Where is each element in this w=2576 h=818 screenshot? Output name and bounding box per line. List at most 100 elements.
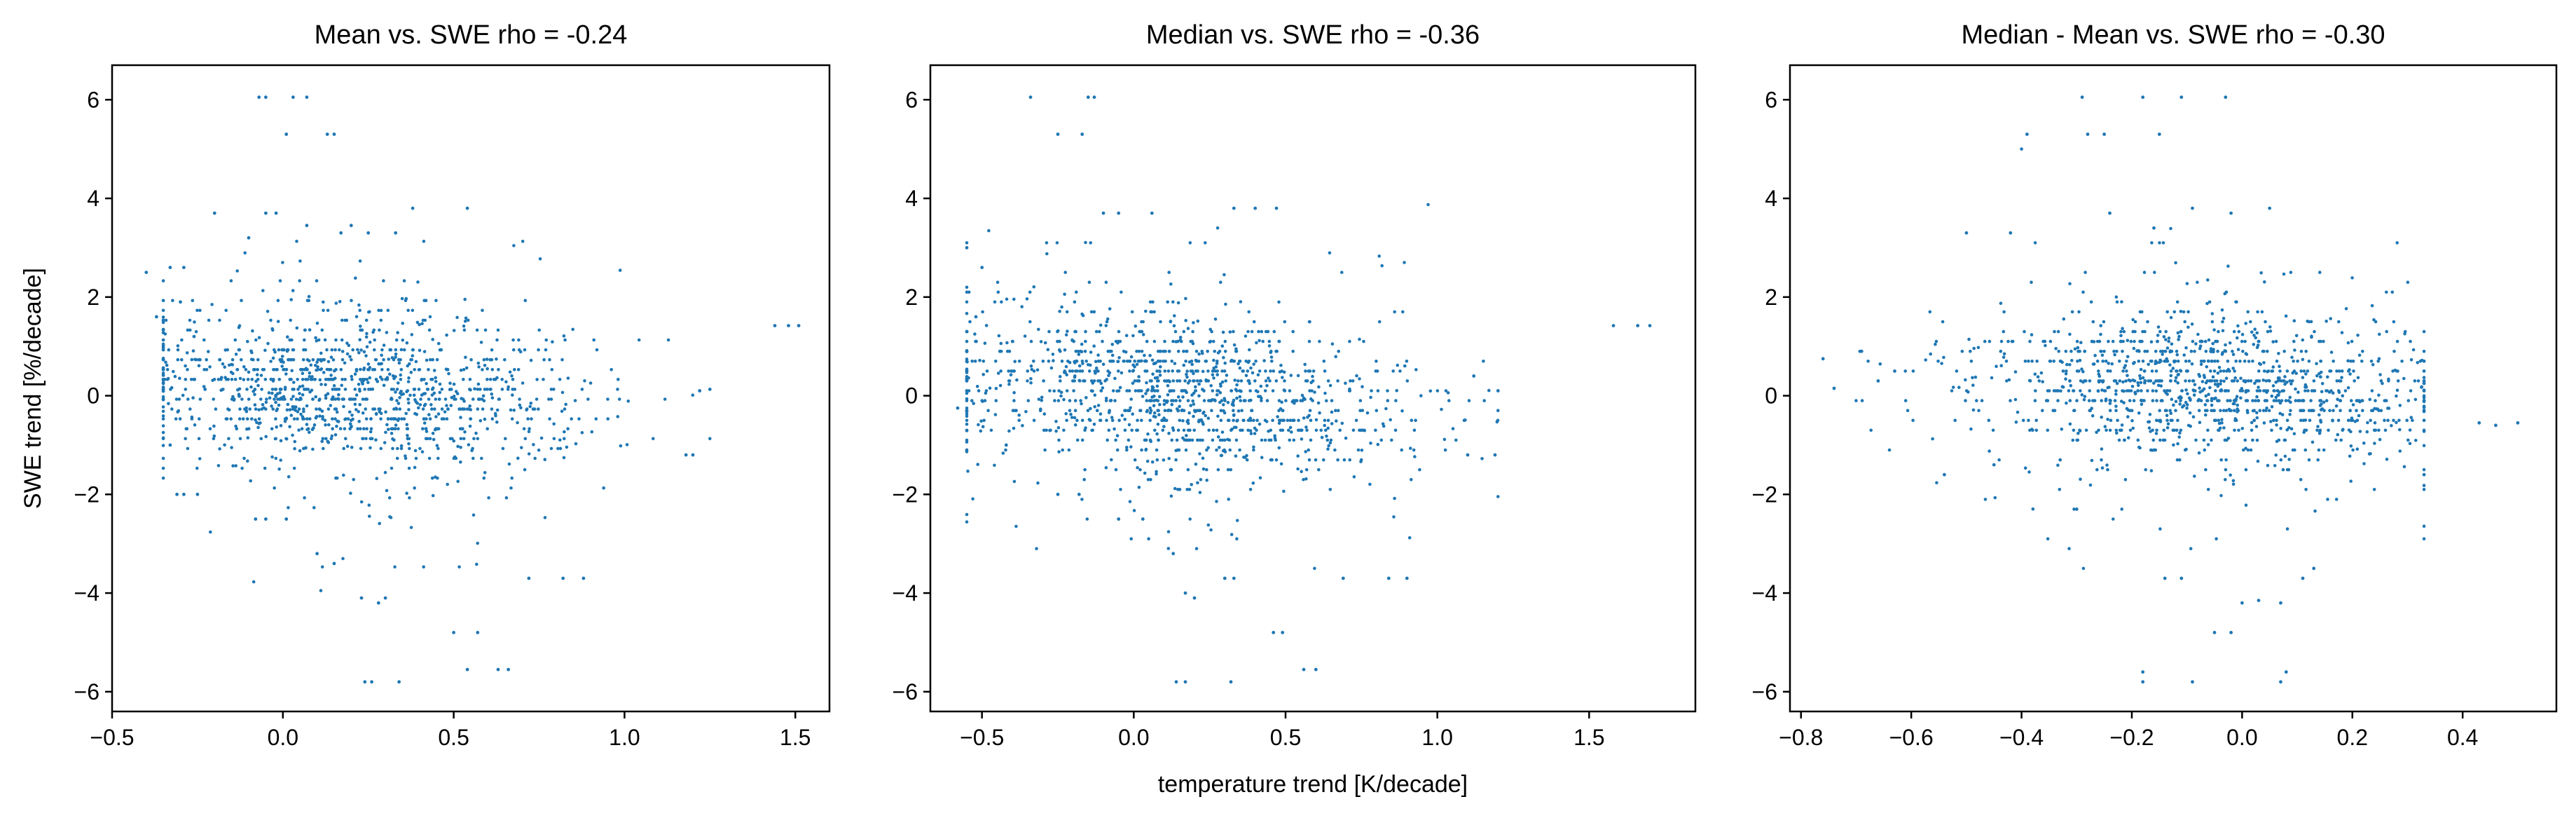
data-point (197, 437, 201, 441)
data-point (2183, 320, 2186, 324)
y-tick-label: 4 (87, 186, 99, 211)
data-point (2327, 390, 2332, 394)
data-point (510, 476, 514, 480)
data-point (528, 404, 532, 409)
data-point (2016, 410, 2020, 414)
data-point (1414, 368, 1418, 371)
data-point (2184, 400, 2188, 404)
data-point (288, 408, 292, 411)
data-point (2182, 353, 2186, 357)
data-point (2409, 357, 2413, 362)
data-point (1190, 393, 1194, 397)
data-point (305, 95, 309, 100)
data-point (2079, 389, 2082, 393)
data-point (1137, 379, 1141, 383)
data-point (1182, 409, 1186, 412)
data-point (529, 358, 533, 362)
data-point (999, 369, 1003, 373)
data-point (2370, 304, 2374, 308)
data-point (291, 433, 294, 437)
data-point (354, 393, 359, 397)
data-point (353, 388, 357, 391)
data-point (2275, 360, 2279, 363)
data-point (400, 417, 404, 421)
data-point (1482, 360, 1485, 363)
data-point (161, 444, 165, 447)
data-point (2243, 360, 2247, 363)
data-point (1145, 459, 1150, 463)
data-point (1073, 379, 1076, 383)
data-point (1194, 349, 1199, 353)
data-point (1025, 297, 1029, 301)
data-point (457, 565, 461, 569)
data-point (318, 378, 322, 382)
data-point (2274, 395, 2278, 400)
data-point (1391, 369, 1395, 373)
data-point (1053, 399, 1056, 402)
data-point (2347, 369, 2350, 373)
data-point (2060, 428, 2064, 431)
data-point (2292, 360, 2295, 363)
data-point (1239, 379, 1244, 383)
data-point (285, 408, 289, 412)
data-point (1233, 379, 1237, 382)
data-point (1347, 389, 1351, 393)
data-point (965, 450, 969, 454)
data-point (2135, 349, 2139, 353)
data-point (1075, 290, 1078, 294)
data-point (468, 424, 472, 428)
data-point (1249, 366, 1253, 370)
data-point (2074, 507, 2079, 511)
data-point (417, 388, 421, 391)
data-point (2095, 339, 2100, 343)
data-point (1248, 389, 1252, 393)
data-point (2121, 339, 2125, 343)
data-point (2101, 380, 2105, 384)
data-point (319, 351, 323, 355)
data-point (1351, 428, 1356, 432)
data-point (2078, 358, 2082, 362)
data-point (218, 357, 222, 362)
data-point (2150, 369, 2154, 373)
data-point (1330, 342, 1335, 346)
data-point (1390, 438, 1393, 442)
data-point (1104, 397, 1108, 400)
data-point (1245, 454, 1248, 458)
data-point (348, 410, 352, 414)
data-point (490, 392, 494, 396)
data-point (2103, 425, 2107, 428)
data-point (2062, 317, 2066, 321)
data-point (773, 324, 777, 327)
data-point (1186, 468, 1190, 472)
data-point (293, 439, 297, 444)
data-point (1253, 206, 1258, 210)
data-point (330, 434, 334, 438)
data-point (2239, 376, 2243, 380)
data-point (2123, 477, 2128, 482)
data-point (1292, 438, 1296, 442)
data-point (566, 376, 570, 380)
data-point (2277, 352, 2280, 355)
data-point (278, 388, 282, 391)
data-point (1288, 418, 1293, 422)
data-point (1184, 360, 1187, 363)
data-point (2187, 360, 2191, 363)
data-point (1015, 378, 1019, 382)
data-point (2176, 360, 2180, 363)
data-point (303, 338, 306, 342)
data-point (1056, 329, 1059, 334)
data-point (2013, 397, 2018, 402)
data-point (1028, 320, 1032, 324)
data-point (2316, 425, 2320, 428)
data-point (1159, 320, 1162, 324)
data-point (2193, 389, 2197, 393)
data-point (2156, 339, 2159, 343)
data-point (396, 331, 399, 334)
data-point (1327, 444, 1330, 448)
data-point (979, 429, 983, 433)
data-point (2152, 381, 2156, 385)
data-point (1263, 389, 1267, 393)
data-point (1219, 409, 1223, 412)
data-point (1252, 362, 1255, 366)
data-point (435, 427, 439, 430)
